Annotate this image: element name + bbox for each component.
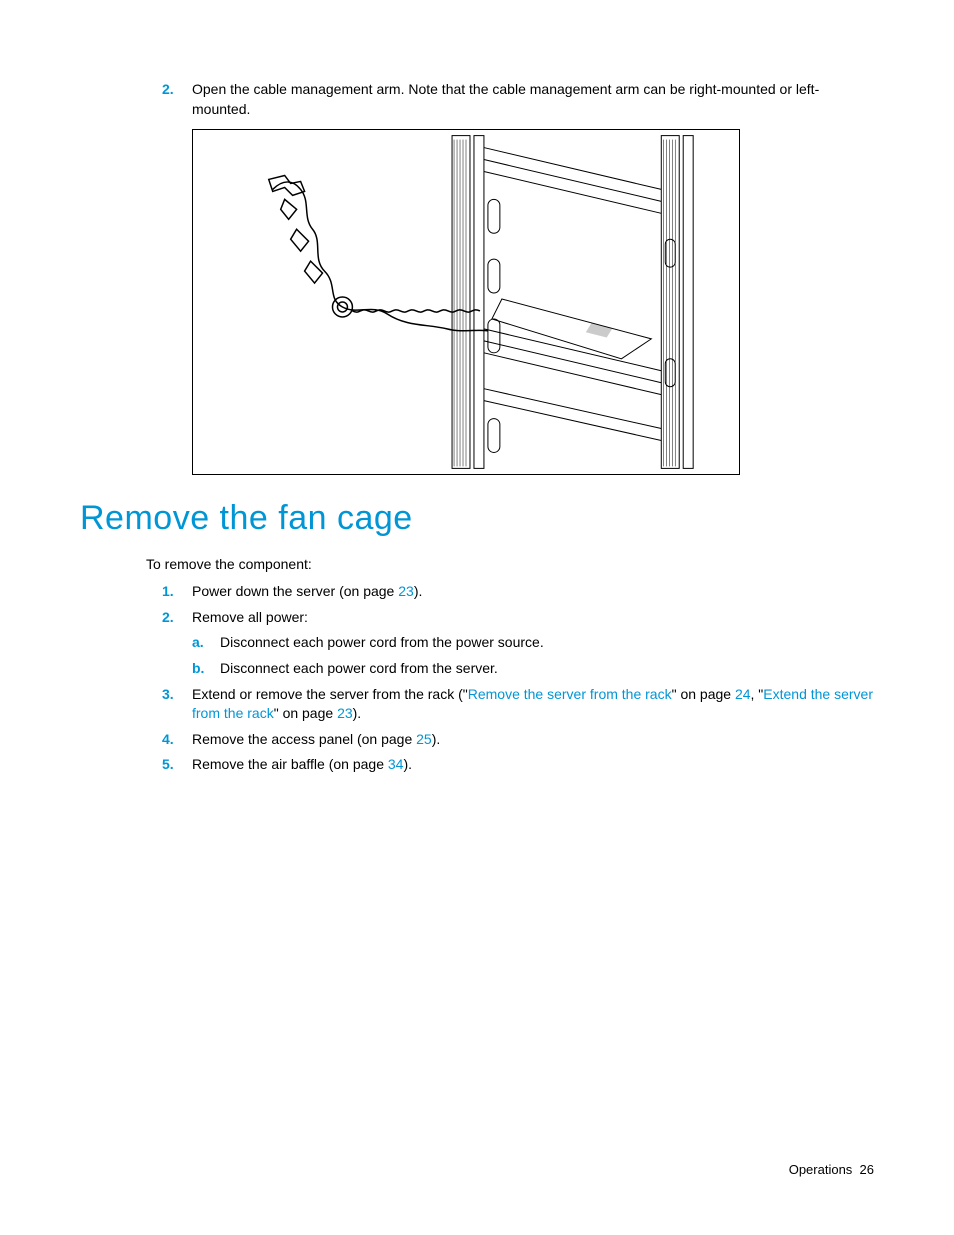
sub-list-text: Disconnect each power cord from the powe… — [220, 633, 874, 653]
list-text: Power down the server (on page 23). — [192, 582, 874, 602]
page-link[interactable]: 24 — [735, 686, 751, 702]
page-footer: Operations 26 — [789, 1162, 874, 1177]
list-number: 1. — [154, 582, 192, 602]
list-item: 1. Power down the server (on page 23). — [80, 582, 874, 602]
t: Remove the access panel (on page — [192, 731, 416, 747]
list-text: Extend or remove the server from the rac… — [192, 685, 874, 724]
t: " on page — [274, 705, 337, 721]
figure-cable-arm — [192, 129, 740, 475]
rack-illustration-svg — [193, 129, 739, 475]
list-text: Remove all power: — [192, 608, 874, 628]
page-link[interactable]: 23 — [398, 583, 414, 599]
section-title: Remove the fan cage — [80, 499, 874, 538]
t: , " — [751, 686, 764, 702]
t: Extend or remove the server from the rac… — [192, 686, 468, 702]
intro-text: To remove the component: — [80, 556, 874, 572]
text-suffix: ). — [414, 583, 423, 599]
list-number: 5. — [154, 755, 192, 775]
sub-list-number: a. — [192, 633, 220, 653]
page-content: 2. Open the cable management arm. Note t… — [80, 80, 874, 775]
list-number: 4. — [154, 730, 192, 750]
sub-list-text: Disconnect each power cord from the serv… — [220, 659, 874, 679]
footer-section: Operations — [789, 1162, 853, 1177]
list-text: Open the cable management arm. Note that… — [192, 80, 874, 119]
list-item: 4. Remove the access panel (on page 25). — [80, 730, 874, 750]
list-item: 3. Extend or remove the server from the … — [80, 685, 874, 724]
list-item-2-prior: 2. Open the cable management arm. Note t… — [80, 80, 874, 119]
text-prefix: Power down the server (on page — [192, 583, 398, 599]
t: ). — [432, 731, 441, 747]
list-item: 2. Remove all power: — [80, 608, 874, 628]
list-text: Remove the access panel (on page 25). — [192, 730, 874, 750]
list-number: 3. — [154, 685, 192, 724]
t: Remove the air baffle (on page — [192, 756, 388, 772]
t: " on page — [672, 686, 735, 702]
sub-list-item: a. Disconnect each power cord from the p… — [80, 633, 874, 653]
list-text: Remove the air baffle (on page 34). — [192, 755, 874, 775]
sub-list-item: b. Disconnect each power cord from the s… — [80, 659, 874, 679]
page-link[interactable]: 34 — [388, 756, 404, 772]
t: ). — [353, 705, 362, 721]
page-link[interactable]: 23 — [337, 705, 353, 721]
list-number: 2. — [154, 80, 192, 119]
list-item: 5. Remove the air baffle (on page 34). — [80, 755, 874, 775]
xref-link[interactable]: Remove the server from the rack — [468, 686, 672, 702]
footer-page: 26 — [860, 1162, 874, 1177]
sub-list-number: b. — [192, 659, 220, 679]
page-link[interactable]: 25 — [416, 731, 432, 747]
t: ). — [403, 756, 412, 772]
list-number: 2. — [154, 608, 192, 628]
